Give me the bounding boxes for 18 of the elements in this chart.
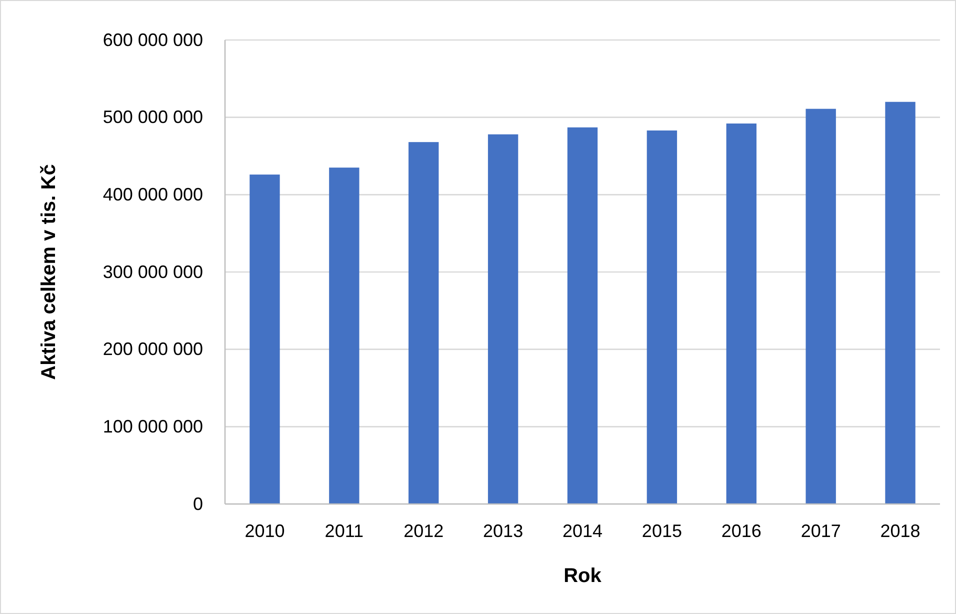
y-tick-label: 200 000 000 (102, 339, 203, 360)
x-tick-label: 2016 (721, 520, 762, 541)
y-axis-title: Aktiva celkem v tis. Kč (38, 164, 60, 380)
y-tick-label: 600 000 000 (102, 30, 203, 50)
x-tick-label: 2012 (404, 520, 444, 541)
y-tick-label: 500 000 000 (102, 107, 203, 128)
x-axis-title: Rok (564, 565, 602, 587)
x-tick-label: 2014 (562, 520, 603, 541)
x-tick-label: 2018 (880, 520, 920, 541)
x-tick-label: 2015 (642, 520, 682, 541)
x-tick-label: 2010 (244, 520, 285, 541)
x-tick-label: 2017 (800, 520, 841, 541)
y-tick-label: 100 000 000 (102, 416, 203, 436)
x-tick-label: 2013 (483, 520, 524, 541)
y-tick-label: 0 (192, 494, 203, 514)
x-tick-label: 2011 (324, 520, 364, 541)
y-tick-label: 300 000 000 (102, 262, 203, 282)
y-tick-label: 400 000 000 (102, 184, 203, 204)
